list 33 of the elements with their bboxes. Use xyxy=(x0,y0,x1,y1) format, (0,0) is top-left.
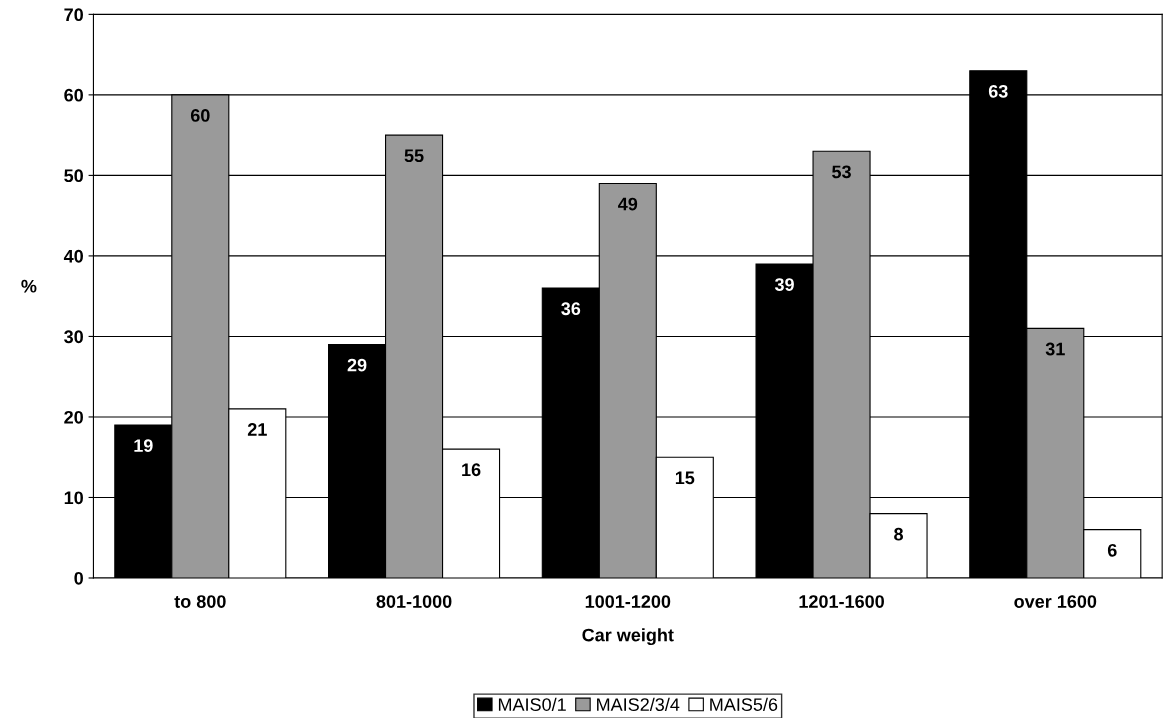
y-axis-title: % xyxy=(21,279,37,293)
y-tick-label: 20 xyxy=(64,410,83,424)
data-label: 21 xyxy=(247,423,267,436)
data-label: 39 xyxy=(774,278,794,291)
data-label: 8 xyxy=(894,527,904,541)
data-label: 60 xyxy=(190,109,210,122)
legend-label: MAIS0/1 xyxy=(498,697,566,711)
x-tick-label: 801-1000 xyxy=(376,595,452,608)
data-label: 49 xyxy=(618,197,638,211)
data-label: 29 xyxy=(347,358,367,372)
x-tick-label: 1001-1200 xyxy=(585,595,671,608)
y-tick-label: 30 xyxy=(64,330,83,344)
data-label: 53 xyxy=(832,165,851,179)
data-label: 63 xyxy=(988,84,1008,98)
data-label: 36 xyxy=(561,302,581,316)
legend-label: MAIS2/3/4 xyxy=(597,697,680,711)
x-tick-label: to 800 xyxy=(174,595,226,608)
x-axis-title: Car weight xyxy=(582,628,674,646)
data-label: 6 xyxy=(1107,543,1117,557)
data-label: 16 xyxy=(462,463,481,477)
y-tick-label: 70 xyxy=(64,8,83,22)
x-tick-label: over 1600 xyxy=(1014,595,1097,608)
data-label: 55 xyxy=(404,149,424,163)
y-tick-label: 10 xyxy=(64,491,83,505)
x-tick-label: 1201-1600 xyxy=(799,595,884,608)
y-tick-label: 60 xyxy=(64,88,83,102)
data-label: 31 xyxy=(1045,342,1065,356)
data-label: 19 xyxy=(134,439,153,452)
y-tick-label: 0 xyxy=(74,571,83,585)
legend-label: MAIS5/6 xyxy=(710,697,778,711)
y-tick-label: 50 xyxy=(64,169,83,183)
y-tick-label: 40 xyxy=(63,249,83,263)
data-label: 15 xyxy=(675,471,695,485)
